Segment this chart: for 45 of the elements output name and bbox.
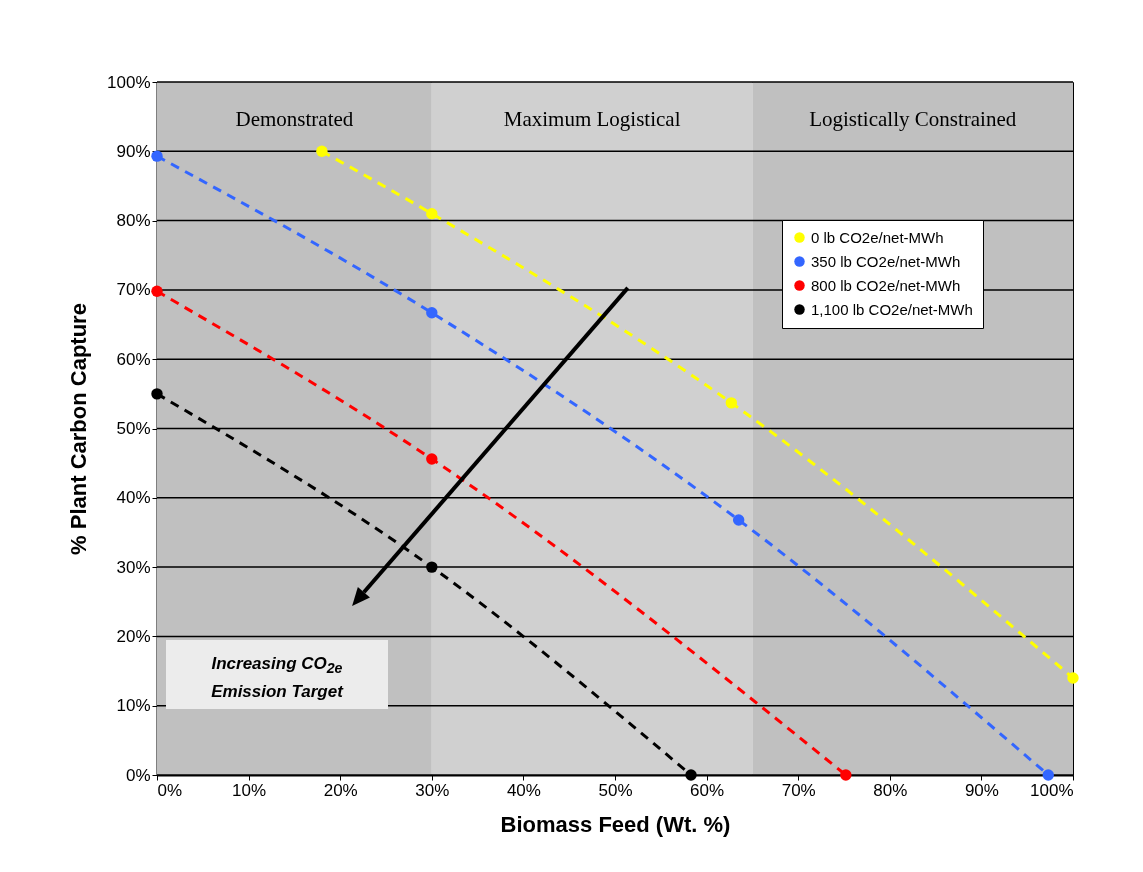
point	[1042, 769, 1054, 781]
point	[316, 145, 328, 157]
x-tick-label: 100%	[1030, 780, 1074, 800]
y-tick-label: 0%	[125, 765, 151, 785]
point	[151, 285, 163, 297]
y-tick-label: 70%	[116, 280, 151, 300]
legend-label: 1,100 lb CO2e/net-MWh	[811, 300, 973, 318]
legend-label: 0 lb CO2e/net-MWh	[811, 228, 944, 246]
x-tick-label: 10%	[232, 780, 267, 800]
y-tick-label: 40%	[116, 488, 151, 508]
x-tick-label: 40%	[506, 780, 541, 800]
x-tick-label: 0%	[157, 780, 183, 800]
y-tick-label: 10%	[116, 696, 151, 716]
y-tick-label: 20%	[116, 626, 151, 646]
point	[151, 150, 163, 162]
band-label: Demonstrated	[235, 107, 354, 132]
legend-label: 800 lb CO2e/net-MWh	[811, 276, 961, 294]
point	[685, 769, 697, 781]
band-label: Logistically Constrained	[809, 107, 1017, 132]
y-tick-label: 60%	[116, 349, 151, 369]
x-tick-label: 30%	[415, 780, 450, 800]
band-label: Maximum Logistical	[503, 107, 681, 132]
x-tick-label: 70%	[781, 780, 816, 800]
legend-label: 350 lb CO2e/net-MWh	[811, 252, 961, 270]
point	[732, 514, 745, 526]
y-tick-label: 90%	[116, 141, 151, 161]
point	[725, 397, 738, 409]
x-tick-label: 20%	[323, 780, 358, 800]
y-axis-title: % Plant Carbon Capture	[66, 303, 92, 555]
y-tick-label: 80%	[116, 211, 151, 231]
point	[426, 561, 438, 573]
point	[1067, 672, 1079, 684]
point	[426, 207, 438, 220]
x-axis-title: Biomass Feed (Wt. %)	[500, 811, 731, 837]
x-tick-label: 60%	[690, 780, 725, 800]
x-tick-label: 80%	[873, 780, 908, 800]
point	[426, 453, 438, 465]
point	[426, 307, 438, 319]
y-tick-label: 50%	[116, 419, 151, 438]
y-tick-label: 100%	[107, 72, 151, 92]
y-tick-label: 30%	[116, 557, 151, 577]
point	[151, 388, 163, 400]
point	[840, 769, 852, 781]
x-tick-label: 50%	[598, 780, 633, 800]
x-tick-label: 90%	[964, 780, 999, 800]
